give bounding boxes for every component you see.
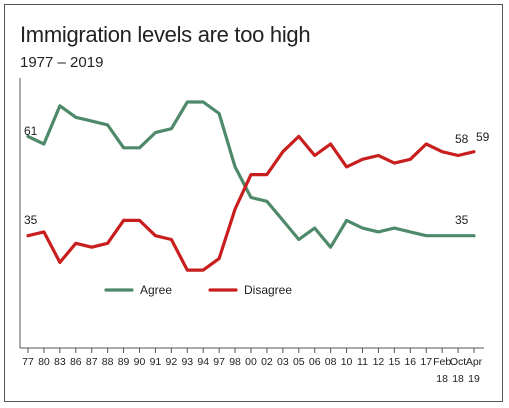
x-tick-label: 98 <box>229 356 241 368</box>
x-tick-label-year: 18 <box>436 373 448 385</box>
x-tick-label: 90 <box>134 356 146 368</box>
x-tick-label: 87 <box>86 356 98 368</box>
x-tick-label: 89 <box>118 356 130 368</box>
x-tick-label: 11 <box>357 356 368 368</box>
x-tick-label: 94 <box>197 356 209 368</box>
disagree-end-label-b: 59 <box>476 130 490 144</box>
x-tick-label-year: 18 <box>452 373 464 385</box>
x-tick-label: 06 <box>309 356 321 368</box>
x-tick-label: 88 <box>102 356 114 368</box>
x-tick-label: 08 <box>325 356 337 368</box>
x-tick-label: Oct <box>450 356 466 368</box>
x-tick-label: 17 <box>420 356 432 368</box>
x-tick-label: 15 <box>389 356 401 368</box>
x-tick-label: 02 <box>261 356 273 368</box>
x-tick-label: 16 <box>404 356 416 368</box>
x-tick-label: 05 <box>293 356 305 368</box>
legend-disagree-label: Disagree <box>244 283 292 297</box>
disagree-start-label: 35 <box>24 213 38 227</box>
agree-series-line <box>26 100 476 249</box>
chart-frame <box>4 4 503 402</box>
disagree-series-line <box>26 134 476 272</box>
x-tick-label: 03 <box>277 356 289 368</box>
agree-end-label: 35 <box>455 213 469 227</box>
legend-agree-label: Agree <box>140 283 172 297</box>
chart-title: Immigration levels are too high <box>20 22 311 47</box>
x-tick-label: 10 <box>341 356 353 368</box>
x-tick-label: Apr <box>466 356 483 368</box>
x-tick-label: 12 <box>373 356 385 368</box>
x-tick-label: 92 <box>166 356 178 368</box>
x-tick-label: 91 <box>150 356 162 368</box>
x-tick-label: 83 <box>54 356 66 368</box>
agree-start-label: 61 <box>24 124 38 138</box>
x-tick-label: Feb <box>433 356 451 368</box>
x-tick-label: 00 <box>245 356 257 368</box>
x-tick-label-year: 19 <box>468 373 480 385</box>
x-tick-label: 80 <box>38 356 50 368</box>
disagree-end-label-a: 58 <box>455 132 469 146</box>
chart-subtitle: 1977 – 2019 <box>20 54 104 71</box>
x-tick-label: 93 <box>181 356 193 368</box>
x-tick-label: 86 <box>70 356 82 368</box>
x-tick-label: 77 <box>22 356 34 368</box>
x-tick-label: 97 <box>213 356 225 368</box>
